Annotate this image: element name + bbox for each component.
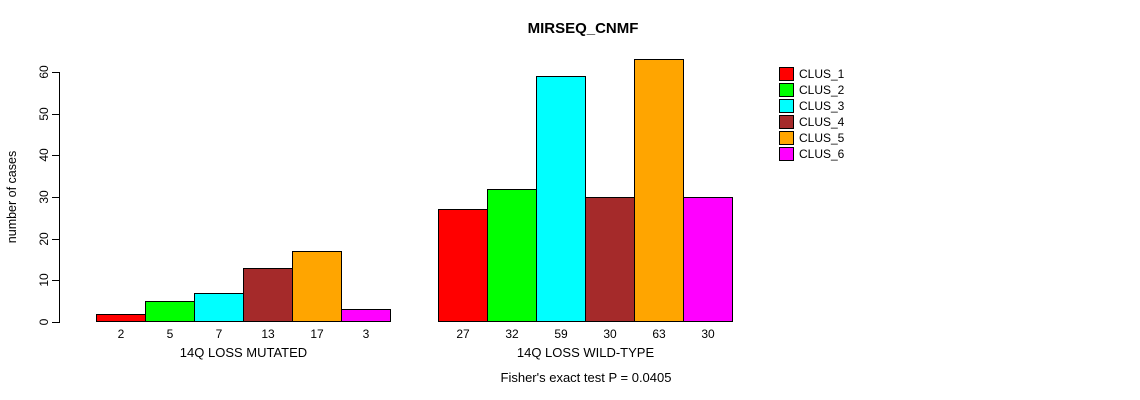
bar [292,251,342,322]
y-tick [52,238,59,240]
bar-value-label: 2 [117,327,125,341]
bar [438,209,488,322]
bar [341,309,391,322]
y-tick [52,113,59,115]
legend-item: CLUS_2 [779,82,844,98]
group-label: 14Q LOSS MUTATED [179,345,308,360]
footnote: Fisher's exact test P = 0.0405 [500,370,672,385]
y-tick [52,155,59,157]
legend-swatch [779,115,794,129]
legend-label: CLUS_2 [799,83,845,97]
legend-item: CLUS_5 [779,130,844,146]
bar [96,314,146,322]
chart-title: MIRSEQ_CNMF [527,20,639,37]
bar-value-label: 63 [652,327,666,341]
legend-item: CLUS_3 [779,98,844,114]
y-axis-label: number of cases [5,150,19,244]
bar-value-label: 5 [166,327,174,341]
legend-swatch [779,83,794,97]
bar-value-label: 3 [362,327,370,341]
legend-item: CLUS_1 [779,66,844,82]
legend-item: CLUS_6 [779,146,844,162]
legend-swatch [779,99,794,113]
legend-item: CLUS_4 [779,114,844,130]
bar [194,293,244,322]
legend-label: CLUS_4 [799,115,845,129]
y-tick-label: 50 [37,106,51,121]
y-tick [52,72,59,73]
legend-label: CLUS_5 [799,131,845,145]
bar-value-label: 17 [310,327,324,341]
y-tick-label: 40 [37,148,51,163]
bar-value-label: 30 [603,327,617,341]
bar-value-label: 27 [456,327,470,341]
bar [145,301,195,322]
y-tick-label: 60 [37,65,51,79]
legend-label: CLUS_6 [799,147,845,161]
y-tick [52,280,59,282]
bar-value-label: 59 [554,327,568,341]
y-tick-label: 0 [37,318,51,326]
legend: CLUS_1 CLUS_2 CLUS_3 CLUS_4 CLUS_5 CLUS_6 [779,66,844,162]
legend-swatch [779,147,794,161]
y-tick-label: 30 [37,190,51,204]
y-tick-label: 10 [37,273,51,288]
legend-label: CLUS_3 [799,99,845,113]
bar [243,268,293,322]
bar-value-label: 7 [215,327,223,341]
bar-value-label: 13 [261,327,275,341]
legend-swatch [779,131,794,145]
legend-label: CLUS_1 [799,67,845,81]
bar-value-label: 30 [701,327,715,341]
y-axis-line [59,72,60,323]
bar [585,197,635,322]
y-tick-label: 20 [37,231,51,246]
bar [683,197,733,322]
group-label: 14Q LOSS WILD-TYPE [516,345,655,360]
y-tick [52,197,59,198]
bar-value-label: 32 [505,327,519,341]
bar [536,76,586,322]
bar [487,189,537,322]
bar [634,59,684,322]
legend-swatch [779,67,794,81]
y-tick [52,322,59,323]
